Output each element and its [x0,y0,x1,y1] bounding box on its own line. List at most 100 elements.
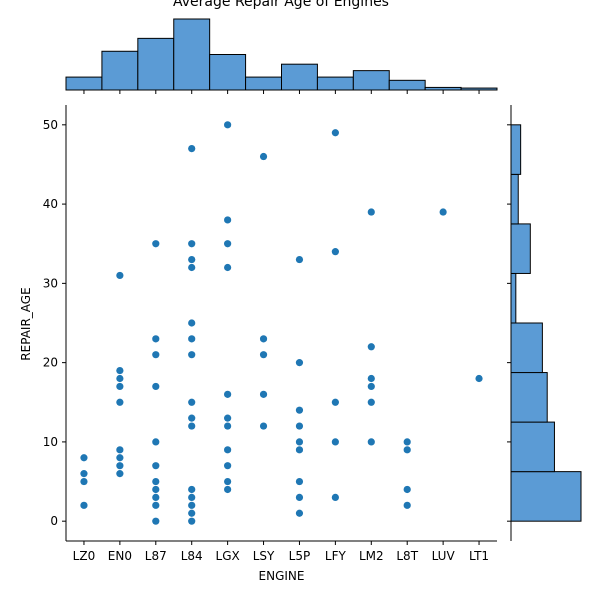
y-marginal-histogram [507,105,582,541]
x-tick-label: LM2 [359,549,384,563]
scatter-point [188,414,196,422]
y-hist-bar [510,322,543,374]
scatter-point [116,470,124,478]
x-tick-label: EN0 [108,549,132,563]
y-hist-bar [510,124,522,175]
scatter-point [295,255,304,264]
y-hist-bar [510,421,555,473]
x-hist-bar [388,79,426,91]
x-tick-label: LGX [216,549,240,563]
scatter-point [188,501,196,509]
scatter-point [152,485,160,494]
scatter-point [116,462,124,470]
x-tick-label: LUV [432,549,456,563]
scatter-point [116,446,124,454]
y-tick-label: 30 [43,276,58,290]
scatter-points [80,121,483,525]
x-tick-label: L84 [181,549,203,563]
x-hist-bar [137,37,175,91]
x-tick-label: LSY [253,549,275,563]
scatter-point [331,438,339,446]
scatter-point [224,422,232,430]
scatter-point [295,406,304,414]
scatter-point [259,152,268,161]
scatter-point [188,398,196,406]
scatter-point [403,501,411,509]
x-hist-bar [352,70,390,91]
y-tick-label: 50 [43,118,58,132]
scatter-point [188,493,196,501]
scatter-point [188,263,196,272]
scatter-point [80,477,88,486]
y-tick-label: 10 [43,435,58,449]
scatter-point [152,240,160,248]
scatter-point [295,493,304,501]
x-tick-label: L8T [396,549,418,563]
scatter-point [152,438,160,446]
x-tick-label: LZ0 [73,549,96,563]
scatter-point [295,438,304,446]
scatter-point [80,501,88,509]
y-tick-label: 20 [43,356,58,370]
scatter-point [295,477,304,486]
scatter-point [403,485,411,494]
scatter-point [152,493,160,501]
scatter-point [116,398,124,406]
scatter-point [403,438,411,446]
scatter-point [188,351,196,359]
scatter-point [259,351,268,359]
scatter-point [152,351,160,359]
x-axis-label: ENGINE [258,569,305,583]
main-axes: 0 10 20 30 40 50 LZ0 EN0 L87 L84 LGX LSY L5P LFY LM2 L8… [43,105,497,563]
y-hist-bar [510,471,582,522]
scatter-point [152,517,160,525]
scatter-point [80,454,88,462]
scatter-point [367,343,375,351]
y-hist-bar [510,372,548,423]
x-marginal-histogram [65,18,498,94]
scatter-point [331,493,339,501]
scatter-point [224,485,232,494]
scatter-point [116,374,124,383]
scatter-point [259,335,268,343]
scatter-point [116,382,124,391]
scatter-point [367,208,375,216]
scatter-point [367,374,375,383]
scatter-point [331,248,339,256]
scatter-point [331,398,339,406]
x-tick-label: L5P [289,549,311,563]
scatter-point [188,485,196,494]
scatter-point [224,414,232,422]
scatter-point [295,359,304,367]
scatter-point [295,509,304,517]
scatter-point [152,501,160,509]
scatter-point [188,517,196,525]
x-hist-bar [245,76,282,91]
scatter-point [367,398,375,406]
scatter-point [224,216,232,224]
scatter-point [367,438,375,446]
x-hist-bar [173,18,211,91]
scatter-point [224,477,232,486]
scatter-point [331,129,339,137]
x-tick-label: LT1 [469,549,489,563]
scatter-point [224,446,232,454]
scatter-point [439,208,447,216]
x-hist-bar [209,54,247,91]
y-tick-label: 40 [43,197,58,211]
scatter-point [475,374,483,383]
y-axis-label: REPAIR_AGE [19,287,33,361]
scatter-point [116,454,124,462]
scatter-point [188,509,196,517]
scatter-point [224,263,232,272]
scatter-point [116,271,124,280]
scatter-point [367,382,375,391]
scatter-point [188,240,196,248]
scatter-point [295,446,304,454]
x-tick-label: LFY [325,549,347,563]
scatter-point [295,422,304,430]
scatter-point [403,446,411,454]
scatter-point [152,382,160,391]
scatter-point [152,462,160,470]
